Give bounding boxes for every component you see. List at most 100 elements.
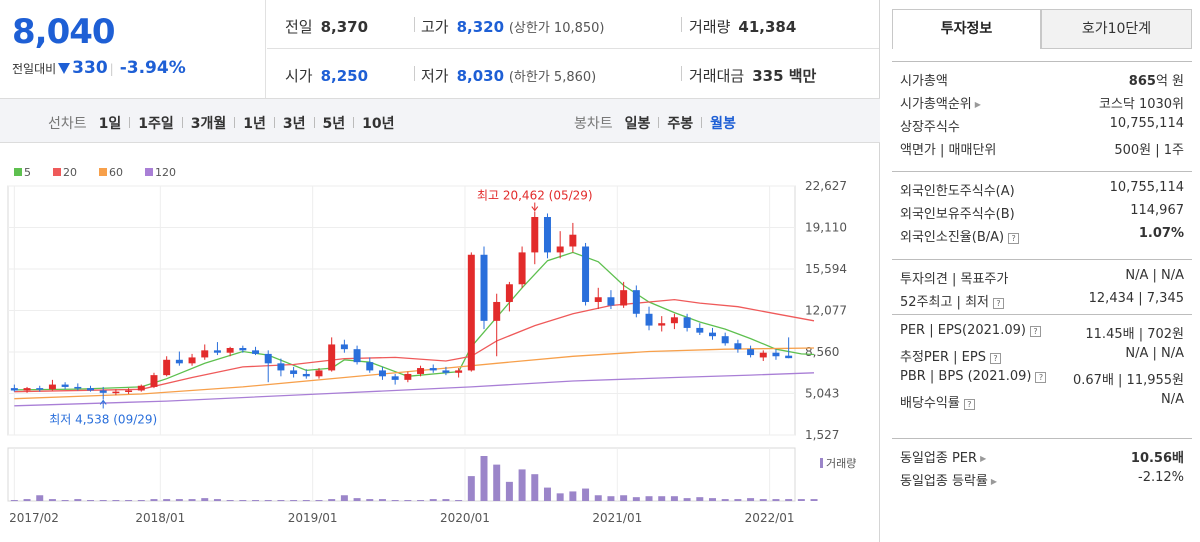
volume-bar <box>302 500 310 502</box>
period-option[interactable]: 월봉 <box>710 116 736 132</box>
volume-bar <box>429 499 437 501</box>
help-icon[interactable]: ? <box>1008 233 1020 244</box>
volume-bar <box>797 499 805 501</box>
volume-bar <box>315 500 323 502</box>
info-value: 10,755,114 <box>1109 116 1184 131</box>
volume-bar <box>61 500 69 502</box>
candle <box>150 372 158 389</box>
summary-value: 8,250 <box>320 67 369 85</box>
info-key: 배당수익률? <box>900 392 975 411</box>
summary-key: 고가 <box>421 18 449 36</box>
info-row: 상장주식수 10,755,114 <box>900 116 1184 138</box>
volume-bar <box>785 499 793 501</box>
summary-divider <box>681 66 682 81</box>
period-option[interactable]: 5년 <box>322 116 346 132</box>
candle <box>607 290 615 310</box>
x-tick-label: 2018/01 <box>135 511 185 525</box>
volume-bar <box>290 500 298 502</box>
summary-value: 8,030 <box>456 67 505 85</box>
period-option[interactable]: 3개월 <box>190 116 227 132</box>
price-box: 8,040 전일대비 330 | -3.94% <box>0 0 266 98</box>
info-value: 500원 | 1주 <box>1114 143 1184 158</box>
candle <box>61 382 69 390</box>
volume-bar <box>632 497 640 501</box>
candle <box>455 368 463 378</box>
info-value: 코스닥 1030위 <box>1098 97 1184 112</box>
candle <box>505 281 513 312</box>
candle <box>188 353 196 366</box>
help-icon[interactable]: ? <box>1029 326 1041 337</box>
period-option[interactable]: 1주일 <box>138 116 174 132</box>
summary-sub: (상한가 10,850) <box>508 21 605 36</box>
help-icon[interactable]: ? <box>989 353 1001 364</box>
help-icon[interactable]: ? <box>993 298 1004 309</box>
volume-bar <box>670 496 678 501</box>
candle <box>480 246 488 330</box>
tab-order-book[interactable]: 호가10단계 <box>1041 9 1192 49</box>
option-divider <box>273 117 275 128</box>
period-option[interactable]: 일봉 <box>624 116 651 132</box>
period-option[interactable]: 10년 <box>362 116 395 132</box>
candle <box>36 385 44 392</box>
candle-chart-label: 봉차트 <box>574 116 613 132</box>
option-divider <box>313 117 315 128</box>
volume-bar <box>721 499 729 501</box>
info-row: 외국인한도주식수(A) 10,755,114 <box>900 180 1184 202</box>
chevron-right-icon: ▶ <box>980 454 987 463</box>
volume-bar <box>378 499 386 501</box>
info-section: 투자의견 | 목표주가 N/A | N/A 52주최고 | 최저? 12,434 | … <box>892 259 1192 319</box>
volume-bar <box>493 464 501 501</box>
tab-investment-info[interactable]: 투자정보 <box>892 9 1041 49</box>
candle <box>112 389 120 396</box>
price-change: 전일대비 330 | -3.94% <box>12 58 186 78</box>
y-tick-label: 22,627 <box>805 179 847 193</box>
candle <box>772 349 780 360</box>
stock-chart-panel: 8,040 전일대비 330 | -3.94% 전일 8,370 고가 8,320 (상한가… <box>0 0 880 542</box>
info-key[interactable]: 동일업종 PER ▶ <box>900 451 987 466</box>
volume-bar <box>188 499 196 501</box>
volume-bar <box>442 499 450 501</box>
candle <box>264 350 272 383</box>
info-row: 52주최고 | 최저? 12,434 | 7,345 <box>900 291 1184 313</box>
volume-bar <box>569 491 577 501</box>
candle <box>658 316 666 332</box>
info-row: 액면가 | 매매단위 500원 | 1주 <box>900 139 1184 161</box>
volume-frame <box>7 447 796 502</box>
summary-key: 시가 <box>285 67 313 85</box>
info-value: -2.12% <box>1138 470 1184 485</box>
info-key[interactable]: 시가총액순위 ▶ <box>900 97 981 112</box>
volume-bar <box>582 488 590 501</box>
info-section: 동일업종 PER ▶ 10.56배 동일업종 등락률 ▶ -2.12% <box>892 438 1192 498</box>
volume-bar <box>87 500 94 502</box>
min-arrowhead-icon <box>99 399 107 405</box>
candle <box>696 323 704 336</box>
volume-bar <box>99 500 107 502</box>
volume-bar <box>340 495 348 501</box>
period-option[interactable]: 1일 <box>98 116 122 132</box>
candle <box>683 313 691 332</box>
info-key[interactable]: 동일업종 등락률 ▶ <box>900 474 998 489</box>
help-icon[interactable]: ? <box>963 399 975 410</box>
period-option[interactable]: 1년 <box>243 116 266 132</box>
candle <box>632 285 640 318</box>
candle <box>645 306 653 331</box>
volume-legend-swatch <box>820 458 823 468</box>
candle <box>48 379 56 391</box>
volume-bar <box>137 500 145 502</box>
candle <box>277 358 285 377</box>
volume-bar <box>112 500 120 502</box>
help-icon[interactable]: ? <box>1035 372 1047 383</box>
legend-swatch <box>99 168 107 176</box>
volume-bar <box>734 499 742 501</box>
candle <box>518 246 526 288</box>
volume-bar <box>683 498 691 501</box>
max-arrowhead-icon <box>531 206 539 212</box>
summary-cell: 시가 8,250 <box>285 65 368 86</box>
period-option[interactable]: 주봉 <box>667 116 694 132</box>
candle <box>175 351 183 366</box>
period-option[interactable]: 3년 <box>282 116 306 132</box>
y-tick-label: 15,594 <box>805 262 847 276</box>
volume-bar <box>467 476 475 501</box>
volume-bar <box>36 495 44 501</box>
investment-info-panel: 투자정보 호가10단계 시가총액 865억 원 시가총액순위 ▶ 코스닥 1030위 상장… <box>892 9 1192 489</box>
